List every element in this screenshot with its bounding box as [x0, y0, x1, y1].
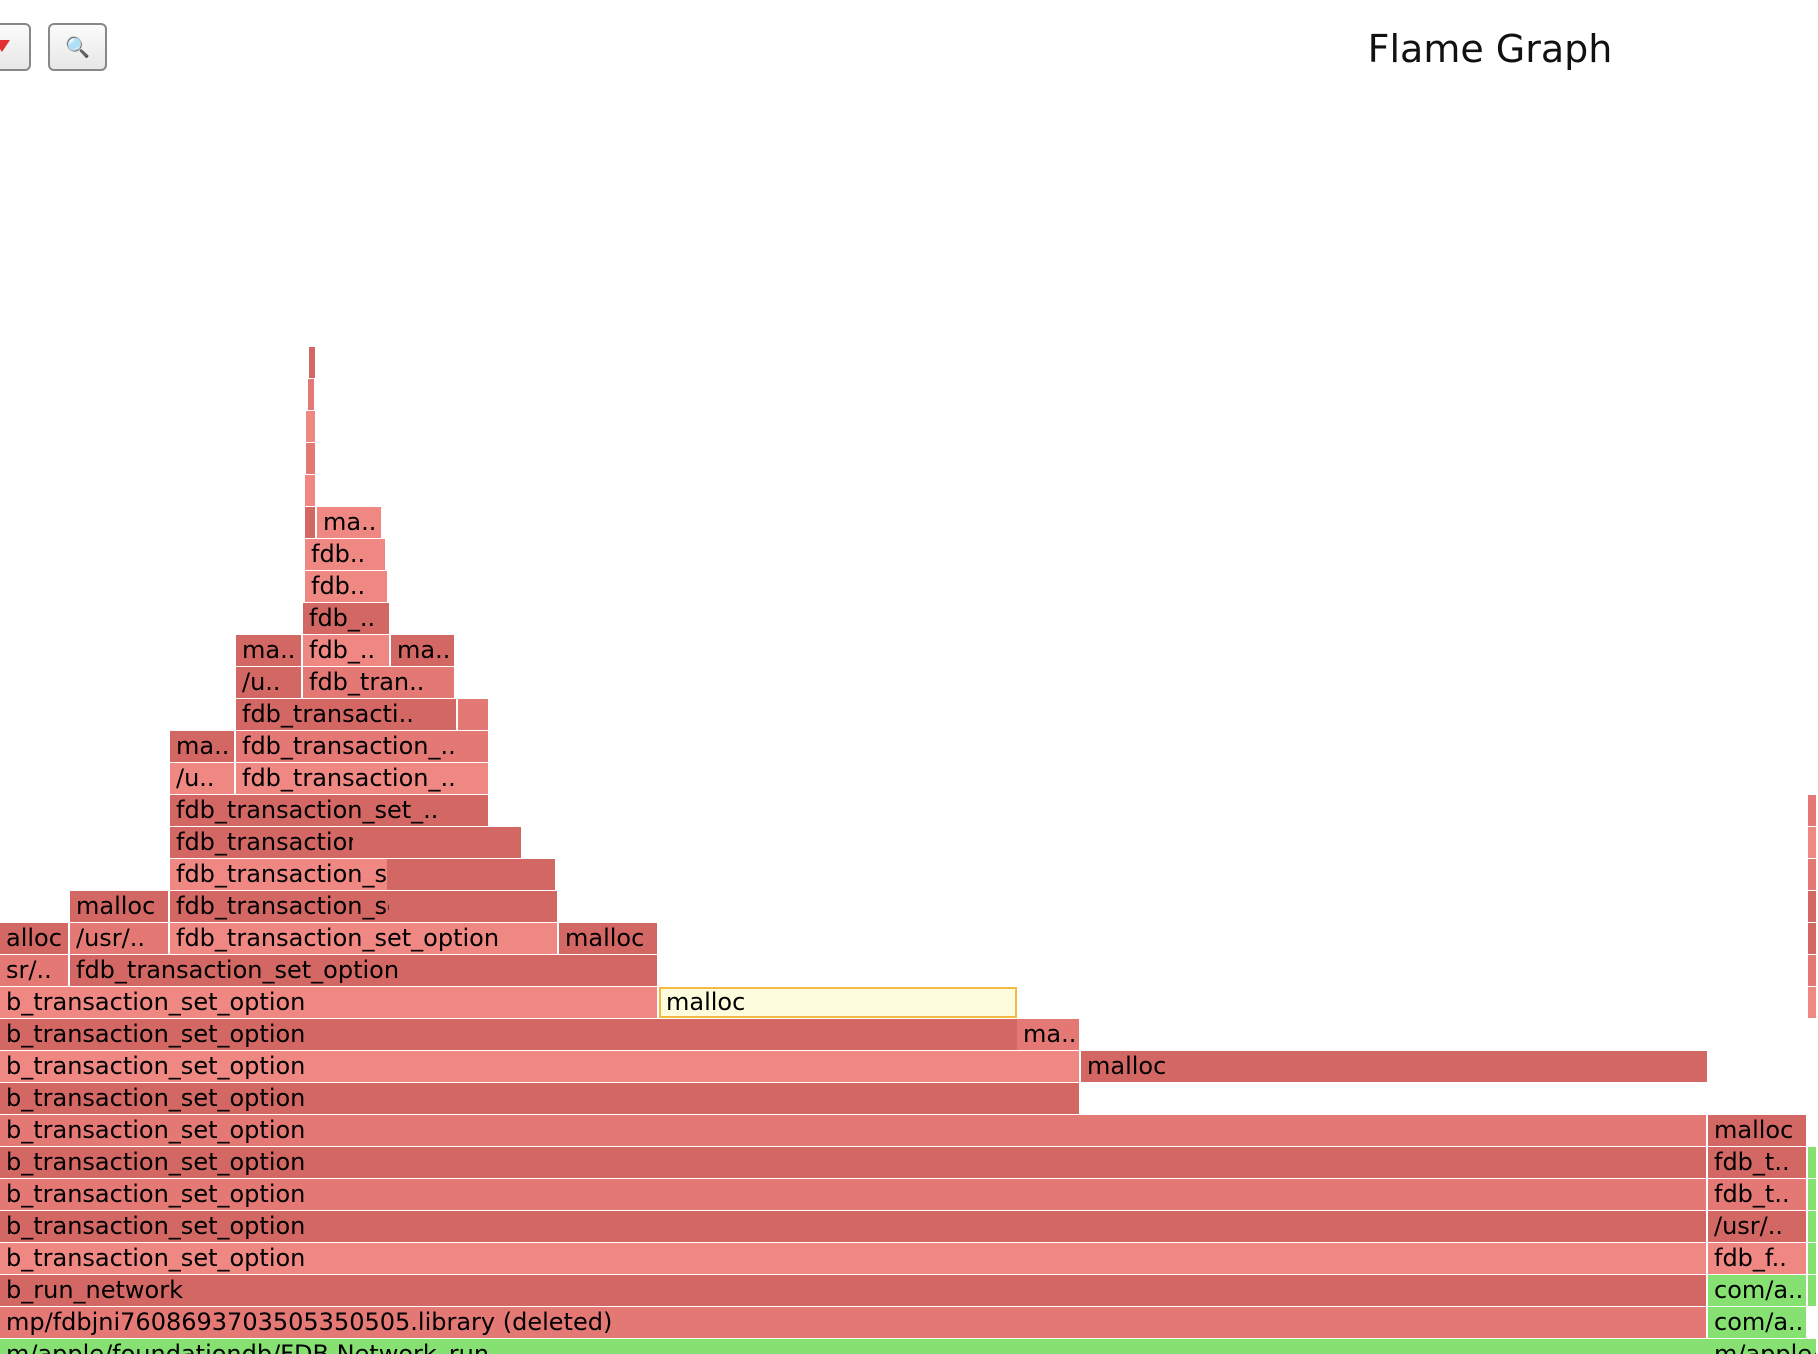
flame-frame[interactable]: b_transaction_set_option	[0, 1083, 1081, 1114]
page-title: Flame Graph	[1367, 27, 1613, 71]
flame-frame[interactable]: /u..	[236, 667, 303, 698]
flame-frame[interactable]: malloc	[70, 891, 170, 922]
flame-frame[interactable]	[1808, 795, 1818, 826]
flame-frame[interactable]	[1808, 923, 1818, 954]
flame-frame[interactable]	[458, 699, 490, 730]
flame-frame[interactable]	[1808, 1147, 1818, 1178]
flame-frame[interactable]: b_run_network	[0, 1275, 1708, 1306]
flame-frame[interactable]	[1808, 1179, 1818, 1210]
flame-frame[interactable]: ma..	[317, 507, 383, 538]
flame-frame[interactable]: fdb_tran..	[303, 667, 456, 698]
flame-frame[interactable]: b_transaction_set_option	[0, 987, 659, 1018]
flame-frame[interactable]: alloc	[0, 923, 70, 954]
magnifier-icon: 🔍	[65, 35, 90, 59]
reset-zoom-button[interactable]	[0, 23, 31, 71]
flame-frame[interactable]: /u..	[170, 763, 236, 794]
flame-frame[interactable]: fdb..	[305, 539, 387, 570]
flame-frame[interactable]: fdb_transacti..	[236, 699, 458, 730]
flame-frame[interactable]: ma..	[1017, 1019, 1081, 1050]
flame-frame[interactable]	[305, 507, 317, 538]
flame-frame[interactable]: malloc	[1708, 1115, 1808, 1146]
flame-frame[interactable]: /usr/..	[70, 923, 170, 954]
flame-frame[interactable]	[1808, 891, 1818, 922]
flame-frame[interactable]	[1808, 1275, 1818, 1306]
flame-frame[interactable]: com/a..	[1708, 1275, 1808, 1306]
flame-frame[interactable]	[1808, 987, 1818, 1018]
flame-frame[interactable]: fdb_transaction_set_option	[170, 923, 559, 954]
flame-frame[interactable]: fdb_t..	[1708, 1147, 1808, 1178]
flame-frame[interactable]: /usr/..	[1708, 1211, 1808, 1242]
flame-frame[interactable]: fdb_transaction_set_option	[70, 955, 659, 986]
flame-frame[interactable]: fdb_t..	[1708, 1179, 1808, 1210]
flame-frame[interactable]: fdb_..	[303, 603, 391, 634]
flame-frame[interactable]: b_transaction_set_option	[0, 1211, 1708, 1242]
flame-frame[interactable]: ma..	[170, 731, 236, 762]
flame-frame[interactable]	[1808, 1211, 1818, 1242]
flame-frame[interactable]: fdb_transaction_..	[236, 763, 490, 794]
flame-frame[interactable]: ma..	[391, 635, 456, 666]
flame-frame[interactable]	[1808, 859, 1818, 890]
flame-frame[interactable]: mp/fdbjni7608693703505350505.library (de…	[0, 1307, 1708, 1338]
flame-frame[interactable]: fdb_f..	[1708, 1243, 1808, 1274]
flame-frame[interactable]	[305, 475, 317, 506]
flame-frame[interactable]	[1808, 955, 1818, 986]
flame-frame[interactable]	[387, 859, 557, 890]
flame-frame[interactable]: malloc	[559, 923, 659, 954]
flame-frame[interactable]	[308, 379, 316, 410]
flame-frame[interactable]	[306, 443, 317, 474]
flame-frame[interactable]: malloc	[1081, 1051, 1709, 1082]
flame-frame[interactable]: fdb_transaction_set_..	[170, 795, 490, 826]
flame-frame[interactable]: malloc	[659, 987, 1017, 1018]
flame-frame[interactable]	[389, 891, 559, 922]
flame-frame[interactable]: b_transaction_set_option	[0, 1147, 1708, 1178]
flame-frame[interactable]	[1808, 1243, 1818, 1274]
flame-frame[interactable]: b_transaction_set_option	[0, 1243, 1708, 1274]
flame-frame[interactable]	[309, 347, 317, 378]
flame-frame[interactable]	[1808, 827, 1818, 858]
flame-frame[interactable]: fdb..	[305, 571, 389, 602]
flame-frame[interactable]: ma..	[236, 635, 303, 666]
flame-frame[interactable]: com/a..	[1708, 1307, 1808, 1338]
flame-frame[interactable]: b_transaction_set_option	[0, 1051, 1081, 1082]
search-button[interactable]: 🔍	[48, 23, 107, 71]
flame-frame[interactable]: b_transaction_set_option	[0, 1115, 1708, 1146]
flame-frame[interactable]: m/apple/foundationdb/FDB.Network_run	[0, 1339, 1818, 1354]
flame-frame[interactable]: b_transaction_set_option	[0, 1179, 1708, 1210]
flame-frame[interactable]	[306, 411, 317, 442]
flame-frame[interactable]: m/apple/foundationdb/FDB.Network_run	[1708, 1339, 1818, 1354]
flame-frame[interactable]	[353, 827, 523, 858]
reset-zoom-icon	[0, 35, 12, 59]
flame-frame[interactable]: fdb_..	[303, 635, 391, 666]
flame-frame[interactable]: sr/..	[0, 955, 70, 986]
flame-frame[interactable]: fdb_transaction_..	[236, 731, 490, 762]
flame-frame[interactable]: b_transaction_set_option	[0, 1019, 1081, 1050]
